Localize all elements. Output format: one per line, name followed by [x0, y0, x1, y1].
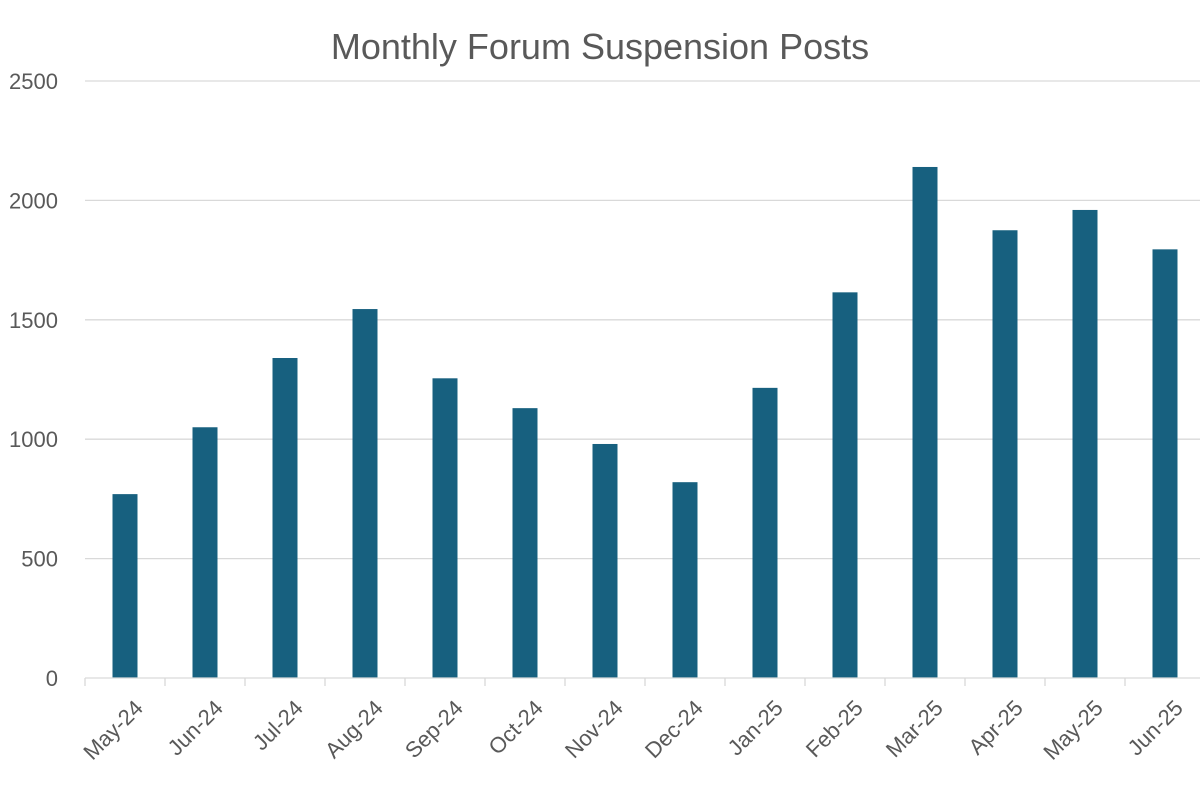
bar-oct-24 — [512, 408, 538, 678]
bar-dec-24 — [672, 482, 698, 678]
bar-sep-24 — [432, 378, 458, 678]
y-tick-label: 2000 — [9, 188, 58, 213]
y-tick-label: 2500 — [9, 69, 58, 94]
y-tick-label: 1000 — [9, 427, 58, 452]
x-tick-label: Feb-25 — [801, 695, 868, 762]
x-tick-label: Jul-24 — [248, 695, 308, 755]
bar-may-24 — [112, 494, 138, 678]
x-axis-labels: May-24 Jun-24 Jul-24 Aug-24 Sep-24 Oct-24 Nov-… — [78, 695, 1188, 765]
bar-jul-24 — [272, 358, 298, 678]
bar-nov-24 — [592, 443, 618, 678]
x-tick-label: May-25 — [1038, 695, 1108, 765]
x-tick-label: Mar-25 — [881, 695, 948, 762]
y-tick-label: 500 — [21, 547, 58, 572]
x-tick-label: Jan-25 — [723, 695, 788, 760]
gridlines — [85, 80, 1200, 560]
x-tick-label: Sep-24 — [400, 695, 468, 763]
y-tick-label: 1500 — [9, 308, 58, 333]
x-axis — [84, 677, 1200, 686]
x-tick-label: Oct-24 — [483, 695, 547, 759]
chart-title: Monthly Forum Suspension Posts — [330, 26, 870, 67]
x-tick-label: Jun-25 — [1123, 695, 1188, 760]
x-tick-label: Apr-25 — [963, 695, 1027, 759]
y-tick-label: 0 — [46, 666, 58, 691]
x-tick-label: Nov-24 — [560, 695, 628, 763]
x-tick-label: Dec-24 — [640, 695, 708, 763]
bar-may-25 — [1072, 209, 1098, 678]
bars — [112, 166, 1178, 678]
y-axis-labels: 0 500 1000 1500 2000 2500 — [9, 69, 58, 691]
bar-apr-25 — [992, 230, 1018, 678]
bar-jun-25 — [1152, 249, 1178, 678]
bar-jun-24 — [192, 427, 218, 678]
bar-jan-25 — [752, 387, 778, 678]
bar-feb-25 — [832, 292, 858, 678]
x-tick-label: Jun-24 — [163, 695, 228, 760]
bar-aug-24 — [352, 309, 378, 678]
bar-mar-25 — [912, 166, 938, 678]
x-tick-label: May-24 — [78, 695, 148, 765]
x-tick-label: Aug-24 — [320, 695, 388, 763]
